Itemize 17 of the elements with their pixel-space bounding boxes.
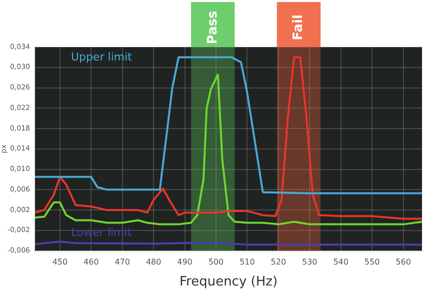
x-tick-label: 490 [177,258,192,267]
band-label: Pass [205,10,220,44]
x-tick-label: 530 [302,258,318,267]
x-tick-label: 500 [208,258,224,267]
x-tick-label: 560 [396,258,411,267]
x-tick-label: 450 [52,258,68,267]
x-tick-label: 460 [84,258,99,267]
x-tick-label: 510 [240,258,255,267]
x-tick-label: 540 [333,258,348,267]
series-label: Lower limit [71,226,132,239]
x-tick-label: 520 [270,258,286,267]
band-label: Fail [291,14,306,40]
x-tick-label: 480 [146,258,162,267]
x-tick-label: 470 [114,258,130,267]
x-tick-label: 550 [364,258,380,267]
text: Upper limit [71,50,133,64]
x-axis-title: Frequency (Hz) [179,274,278,290]
